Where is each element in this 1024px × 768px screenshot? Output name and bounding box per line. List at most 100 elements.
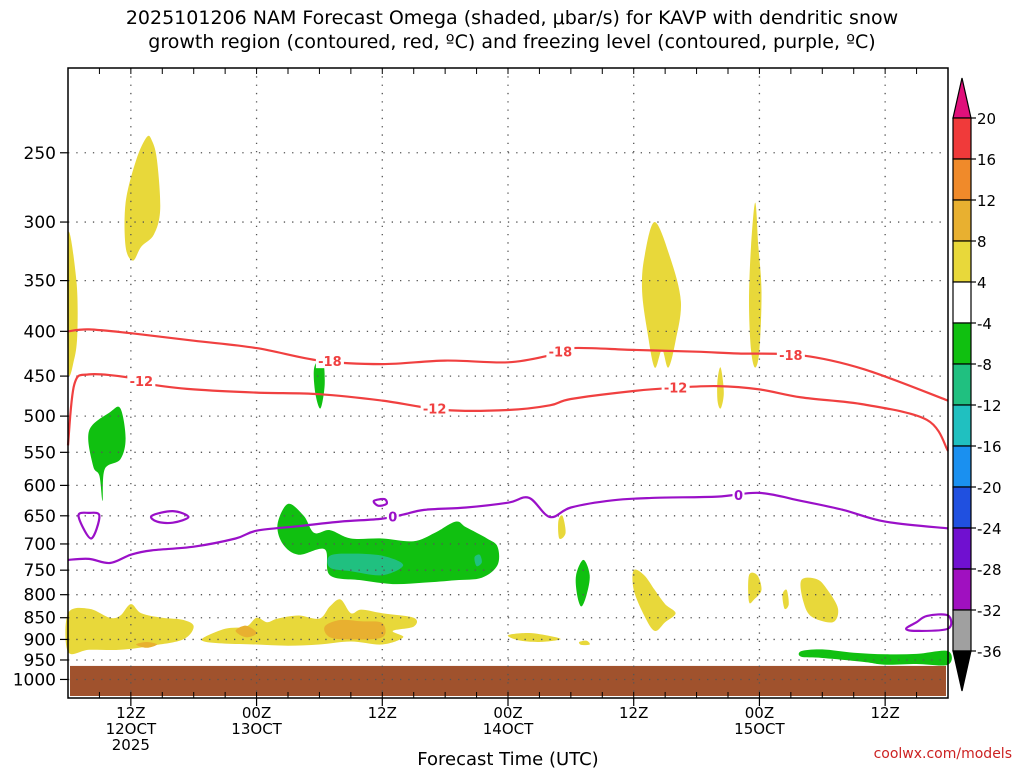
y-tick-label-350: 350 xyxy=(24,272,56,292)
colorbar-band-12 xyxy=(952,609,972,652)
x-tick-label-30-0: 12Z xyxy=(368,704,397,722)
contour-label-bg-freezing-level-0 xyxy=(386,508,399,524)
colorbar-band-1 xyxy=(952,158,972,201)
x-tick-label-6-1: 12OCT xyxy=(106,720,157,738)
x-axis-label: Forecast Time (UTC) xyxy=(417,749,598,768)
x-tick-label-6-2: 2025 xyxy=(112,736,150,754)
contour-label-dendritic-minus18-1: -18 xyxy=(549,346,573,361)
omega-region-yellow-780-mid xyxy=(632,569,676,632)
y-tick-label-650: 650 xyxy=(24,507,56,527)
omega-region-orange-low-3 xyxy=(136,642,157,648)
x-tick-label-54-0: 12Z xyxy=(619,704,648,722)
omega-region-small-yellow-460 xyxy=(717,367,724,409)
contour-label-bg-dendritic-minus18-2 xyxy=(776,346,805,362)
contour-label-bg-dendritic-minus12-0 xyxy=(127,373,156,389)
y-tick-label-750: 750 xyxy=(24,561,56,581)
contour-label-bg-freezing-level-1 xyxy=(732,486,745,502)
omega-region-upper-yellow-mid xyxy=(641,222,682,368)
contour-label-dendritic-minus12-2: -12 xyxy=(664,382,688,397)
colorbar-band-3 xyxy=(952,240,972,283)
colorbar-band-7 xyxy=(952,404,972,447)
colorbar-label-8: -16 xyxy=(977,438,1002,456)
contour-label-dendritic-minus18-2: -18 xyxy=(779,349,803,364)
colorbar-label-7: -12 xyxy=(977,397,1002,415)
x-tick-label-66-0: 00Z xyxy=(745,704,774,722)
colorbar-band-5 xyxy=(952,322,972,365)
y-tick-label-250: 250 xyxy=(24,144,56,164)
omega-region-thin-green-450 xyxy=(313,358,325,409)
x-tick-label-18-0: 00Z xyxy=(242,704,271,722)
omega-region-yellow-790-right xyxy=(800,577,839,623)
colorbar-band-2 xyxy=(952,199,972,242)
omega-region-green-780 xyxy=(575,559,590,607)
y-tick-label-400: 400 xyxy=(24,322,56,342)
freezing-loop-3 xyxy=(372,497,388,507)
credit-text: coolwx.com/models xyxy=(873,746,1012,762)
colorbar-label-9: -20 xyxy=(977,479,1002,497)
contour-label-bg-dendritic-minus18-1 xyxy=(546,343,575,359)
contour-layer: -18 -18 -18 -12 -12 -12 0 0 xyxy=(66,328,953,633)
x-tick-label-78-0: 12Z xyxy=(870,704,899,722)
omega-region-green-surface-right xyxy=(798,649,952,666)
omega-region-yellow-890-strip xyxy=(507,632,561,643)
colorbar-band-9 xyxy=(952,486,972,529)
y-tick-label-800: 800 xyxy=(24,586,56,606)
colorbar-band-11 xyxy=(952,568,972,611)
y-tick-label-450: 450 xyxy=(24,367,56,387)
omega-region-yellow-low-level xyxy=(65,604,194,655)
contour-label-freezing-level-1: 0 xyxy=(734,489,743,504)
x-tick-label-66-1: 15OCT xyxy=(734,720,785,738)
colorbar-band-8 xyxy=(952,445,972,488)
axis-layer: 2503003504004505005506006507007508008509… xyxy=(13,67,949,768)
y-tick-label-300: 300 xyxy=(24,213,56,233)
omega-region-cyan-pocket-small xyxy=(474,554,482,567)
omega-region-orange-low-2 xyxy=(324,619,386,640)
x-tick-label-42-0: 00Z xyxy=(493,704,522,722)
freezing-loop-1 xyxy=(77,511,101,540)
x-tick-label-42-1: 14OCT xyxy=(483,720,534,738)
colorbar-label-0: 20 xyxy=(977,110,996,128)
colorbar-label-2: 12 xyxy=(977,192,996,210)
colorbar-label-12: -32 xyxy=(977,602,1002,620)
omega-region-upper-yellow-narrow xyxy=(749,202,762,368)
y-tick-label-700: 700 xyxy=(24,535,56,555)
colorbar-label-6: -8 xyxy=(977,356,992,374)
contour-label-bg-dendritic-minus18-0 xyxy=(315,353,344,369)
y-tick-label-900: 900 xyxy=(24,630,56,650)
omega-region-left-edge-yellow xyxy=(67,231,78,376)
omega-region-orange-low-1 xyxy=(235,625,257,638)
y-tick-label-550: 550 xyxy=(24,443,56,463)
omega-region-green-550-early xyxy=(88,406,126,501)
omega-region-yellow-660 xyxy=(558,515,566,540)
omega-region-upper-yellow-early xyxy=(124,135,161,261)
grid-layer xyxy=(68,68,948,698)
plot-background xyxy=(68,68,948,698)
omega-region-yellow-810-small xyxy=(782,589,789,610)
chart-title: 2025101206 NAM Forecast Omega (shaded, μ… xyxy=(125,7,899,53)
y-tick-label-950: 950 xyxy=(24,651,56,671)
colorbar-label-10: -24 xyxy=(977,520,1002,538)
y-tick-label-850: 850 xyxy=(24,609,56,629)
colorbar-label-4: 4 xyxy=(977,274,987,292)
contour-freezing-level xyxy=(67,491,949,565)
colorbar-label-5: -4 xyxy=(977,315,992,333)
colorbar-layer: 20 16 12 8 4 -4 -8 -12 -16 -20 -24 -28 -32 -36 xyxy=(952,77,1002,692)
colorbar-label-13: -36 xyxy=(977,643,1002,661)
contour-label-dendritic-minus12-1: -12 xyxy=(423,402,447,417)
y-tick-label-1000: 1000 xyxy=(13,670,56,690)
colorbar-band-6 xyxy=(952,363,972,406)
omega-region-yellow-890-dot xyxy=(578,640,590,646)
colorbar-label-11: -28 xyxy=(977,561,1002,579)
colorbar-band-0 xyxy=(952,117,972,160)
freezing-loop-2 xyxy=(149,509,190,525)
colorbar-label-3: 8 xyxy=(977,233,987,251)
colorbar-bottom-arrow xyxy=(952,650,972,692)
x-tick-label-18-1: 13OCT xyxy=(231,720,282,738)
contour-label-bg-dendritic-minus12-2 xyxy=(661,379,690,395)
colorbar-band-10 xyxy=(952,527,972,570)
contour-label-dendritic-minus18-0: -18 xyxy=(318,355,342,370)
colorbar-band-4 xyxy=(952,281,972,324)
contour-label-dendritic-minus12-0: -12 xyxy=(130,375,154,390)
colorbar-label-1: 16 xyxy=(977,151,996,169)
